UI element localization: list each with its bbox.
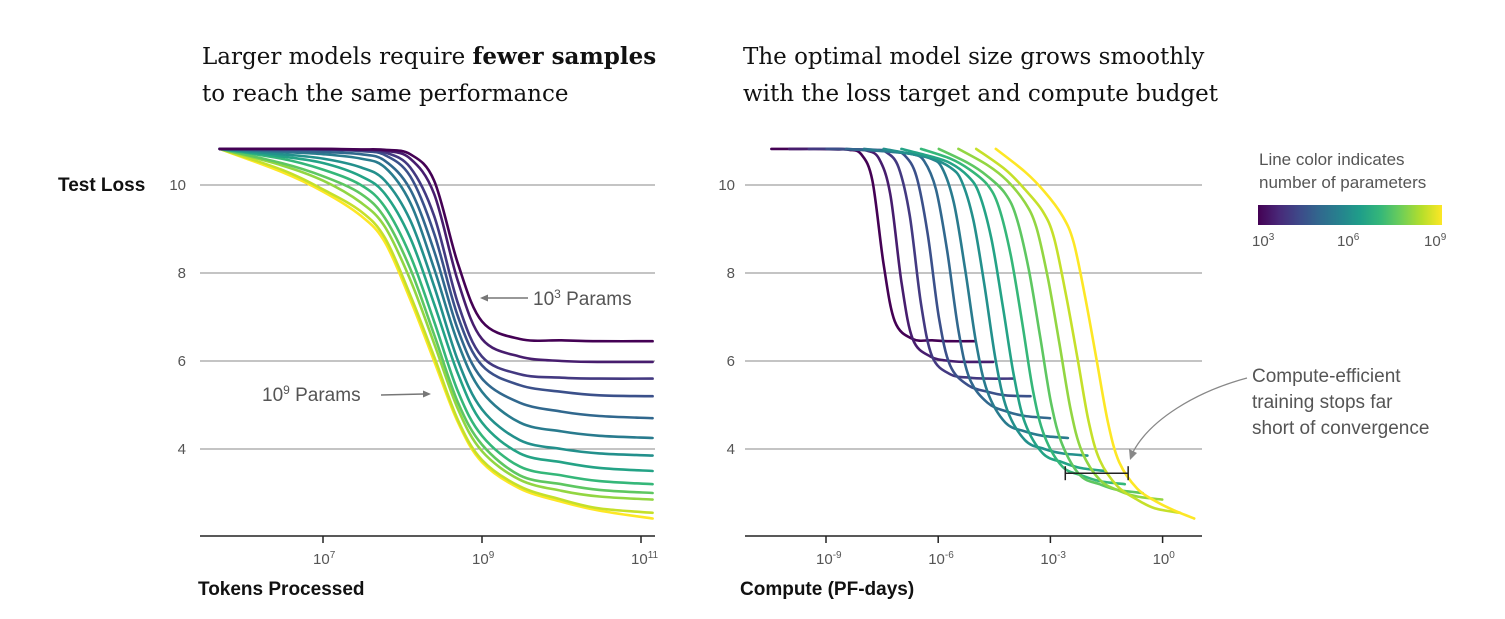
x-tick-label: 107 <box>313 550 336 568</box>
right-title-line2: with the loss target and compute budget <box>743 81 1219 107</box>
annotation-small-model: 103 Params <box>480 287 632 310</box>
series-line-params-300000000 <box>218 147 654 515</box>
y-tick-label: 10 <box>169 177 186 194</box>
y-axis-label: Test Loss <box>58 175 145 196</box>
series-line-params-100000000 <box>957 147 1164 501</box>
series-line-params-100000 <box>844 147 1052 420</box>
right-series-lines <box>770 147 1196 520</box>
x-tick-label: 10-3 <box>1040 550 1066 568</box>
colorbar-tick-min: 103 <box>1252 232 1275 250</box>
colorbar-tick-max: 109 <box>1424 232 1447 250</box>
colorbar <box>1258 205 1442 225</box>
colorbar-legend: Line color indicates number of parameter… <box>1252 150 1447 250</box>
right-x-ticks: 10-9 10-6 10-3 100 <box>816 536 1175 568</box>
right-x-axis-label: Compute (PF-days) <box>740 579 914 600</box>
left-title-line2: to reach the same performance <box>202 81 568 107</box>
series-line-params-1000000000 <box>218 147 654 520</box>
series-line-params-100000000 <box>218 147 654 501</box>
y-tick-label: 8 <box>727 265 735 282</box>
series-line-params-30000000 <box>937 147 1144 495</box>
x-tick-label: 10-9 <box>816 550 842 568</box>
series-line-params-30000000 <box>218 147 654 495</box>
series-line-params-3000000 <box>218 147 654 473</box>
colorbar-tick-mid: 106 <box>1337 232 1360 250</box>
arrow-head-icon <box>1129 449 1137 460</box>
y-tick-label: 10 <box>718 177 735 194</box>
series-line-params-10000000 <box>218 147 654 486</box>
y-tick-label: 4 <box>178 441 186 458</box>
right-title-line1: The optimal model size grows smoothly <box>743 44 1204 70</box>
left-x-ticks: 107 109 1011 <box>313 536 659 568</box>
series-line-params-1000 <box>218 147 654 343</box>
left-chart: 10 8 6 4 107 109 1011 Test Loss Tokens Proces… <box>58 147 659 600</box>
left-title-text: Larger models require <box>202 44 473 70</box>
legend-title-line1: Line color indicates <box>1259 150 1405 169</box>
left-gridlines: 10 8 6 4 <box>169 177 655 458</box>
y-tick-label: 6 <box>178 353 186 370</box>
annotation-small-model-label: 103 Params <box>533 287 632 310</box>
y-tick-label: 4 <box>727 441 735 458</box>
series-line-params-1000 <box>770 147 977 343</box>
left-title-line1: Larger models require fewer samples <box>202 43 656 70</box>
arrow-head-icon <box>480 294 488 302</box>
left-x-axis-label: Tokens Processed <box>198 579 365 600</box>
curved-arrow-line <box>1132 377 1248 453</box>
x-tick-label: 109 <box>472 550 495 568</box>
annotation-large-model: 109 Params <box>262 383 431 406</box>
left-series-lines <box>218 147 654 520</box>
x-tick-label: 100 <box>1153 550 1176 568</box>
y-tick-label: 8 <box>178 265 186 282</box>
annotation-compute-efficient: Compute-efficient training stops far sho… <box>1129 366 1429 460</box>
annotation-line-3: short of convergence <box>1252 418 1429 439</box>
right-gridlines: 10 8 6 4 <box>718 177 1202 458</box>
series-line-params-300000000 <box>974 147 1182 515</box>
compute-efficient-range-bar <box>1064 466 1129 481</box>
series-line-params-1000000 <box>882 147 1089 457</box>
y-tick-label: 6 <box>727 353 735 370</box>
arrow-line <box>380 393 425 396</box>
left-title-bold: fewer samples <box>473 43 657 70</box>
x-tick-label: 10-6 <box>928 550 954 568</box>
annotation-large-model-label: 109 Params <box>262 383 361 406</box>
series-line-params-3000000 <box>900 147 1107 473</box>
annotation-line-1: Compute-efficient <box>1252 366 1401 387</box>
series-line-params-100000 <box>218 147 654 420</box>
series-line-params-1000000000 <box>994 147 1196 520</box>
x-tick-label: 1011 <box>631 550 659 568</box>
annotation-line-2: training stops far <box>1252 392 1393 413</box>
legend-title-line2: number of parameters <box>1259 173 1426 192</box>
arrow-head-icon <box>423 390 431 398</box>
series-line-params-1000000 <box>218 147 654 457</box>
series-line-params-300000 <box>218 147 654 440</box>
